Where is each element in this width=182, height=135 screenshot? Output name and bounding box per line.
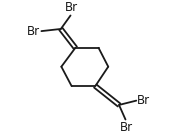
Text: Br: Br xyxy=(119,121,133,134)
Text: Br: Br xyxy=(65,1,78,14)
Text: Br: Br xyxy=(27,25,40,38)
Text: Br: Br xyxy=(137,94,151,107)
